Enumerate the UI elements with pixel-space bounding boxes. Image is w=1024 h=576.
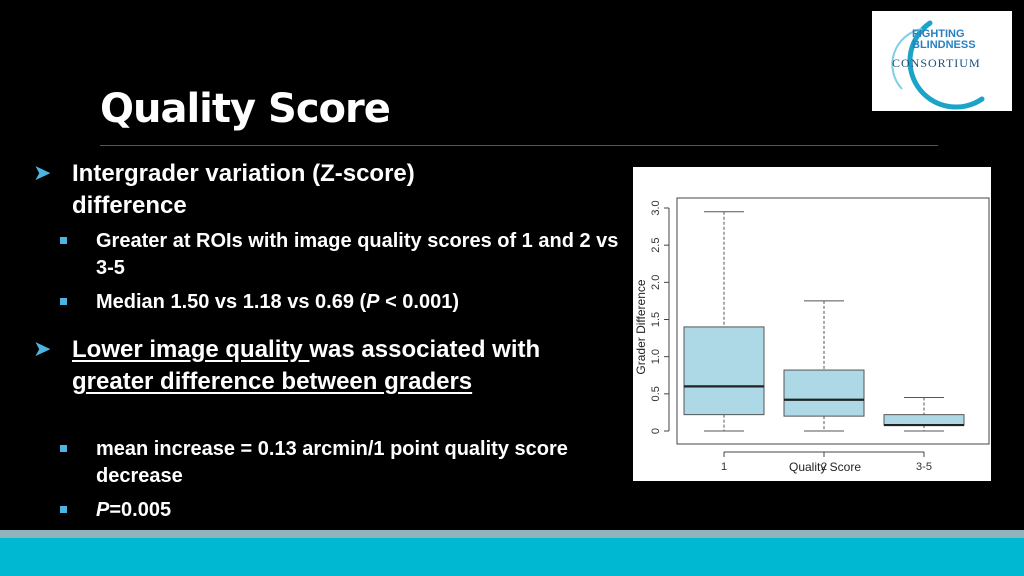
y-tick-label: 2.5: [650, 238, 662, 253]
y-tick-label: 3.0: [650, 200, 662, 215]
logo-line-2: BLINDNESS: [912, 39, 976, 51]
logo-line-3: CONSORTIUM: [892, 56, 981, 70]
logo-line-1: FIGHTING: [912, 28, 965, 40]
square-bullet-icon: [60, 506, 67, 513]
y-tick-label: 0.5: [650, 386, 662, 401]
sub-bullet-1-2: Median 1.50 vs 1.18 vs 0.69 (P < 0.001): [96, 291, 460, 313]
arrow-bullet-icon: ➤: [33, 336, 52, 361]
y-axis: 0 0.5 1.0 1.5 2.0 2.5 3.0: [650, 200, 670, 434]
consortium-logo: FIGHTING BLINDNESS CONSORTIUM: [872, 11, 1012, 111]
title-divider: [100, 145, 938, 146]
square-bullet-icon: [60, 298, 67, 305]
boxes: [683, 211, 965, 432]
bullet-2: Lower image quality was associated with …: [72, 336, 541, 395]
square-bullet-icon: [60, 445, 67, 452]
sub-bullet-1-1: Greater at ROIs with image quality score…: [96, 230, 619, 279]
box-iqr: [883, 414, 965, 426]
arrow-bullet-icon: ➤: [33, 160, 52, 185]
y-tick-label: 0: [650, 428, 662, 434]
x-tick-label: 3-5: [916, 461, 932, 473]
boxplot-chart: 0 0.5 1.0 1.5 2.0 2.5 3.0 1 2 3-5 Grader Differe…: [633, 167, 991, 481]
y-tick-label: 1.0: [650, 349, 662, 364]
plot-frame: [676, 197, 990, 445]
box-3-5: [883, 397, 965, 432]
bullet-1: Intergrader variation (Z-score) differen…: [72, 160, 415, 219]
footer-band: [0, 538, 1024, 576]
y-tick-label: 1.5: [650, 312, 662, 327]
boxplot-svg: 0 0.5 1.0 1.5 2.0 2.5 3.0 1 2 3-5 Grader Differe…: [634, 197, 990, 474]
box-iqr: [783, 369, 865, 417]
logo-ring-icon: [891, 20, 985, 110]
slide-title: Quality Score: [100, 86, 391, 132]
sub-bullet-2-2: P=0.005: [96, 499, 172, 521]
x-axis-label: Quality Score: [789, 460, 861, 474]
x-axis: 1 2 3-5: [721, 451, 932, 473]
y-axis-label: Grader Difference: [634, 279, 648, 374]
box-iqr: [683, 326, 765, 416]
sub-bullet-2-1: mean increase = 0.13 arcmin/1 point qual…: [96, 438, 568, 487]
box-1: [683, 211, 765, 432]
square-bullet-icon: [60, 237, 67, 244]
box-2: [783, 300, 865, 432]
x-tick-label: 2: [821, 461, 827, 473]
y-tick-label: 2.0: [650, 275, 662, 290]
x-tick-label: 1: [721, 461, 727, 473]
footer-band-top: [0, 530, 1024, 538]
